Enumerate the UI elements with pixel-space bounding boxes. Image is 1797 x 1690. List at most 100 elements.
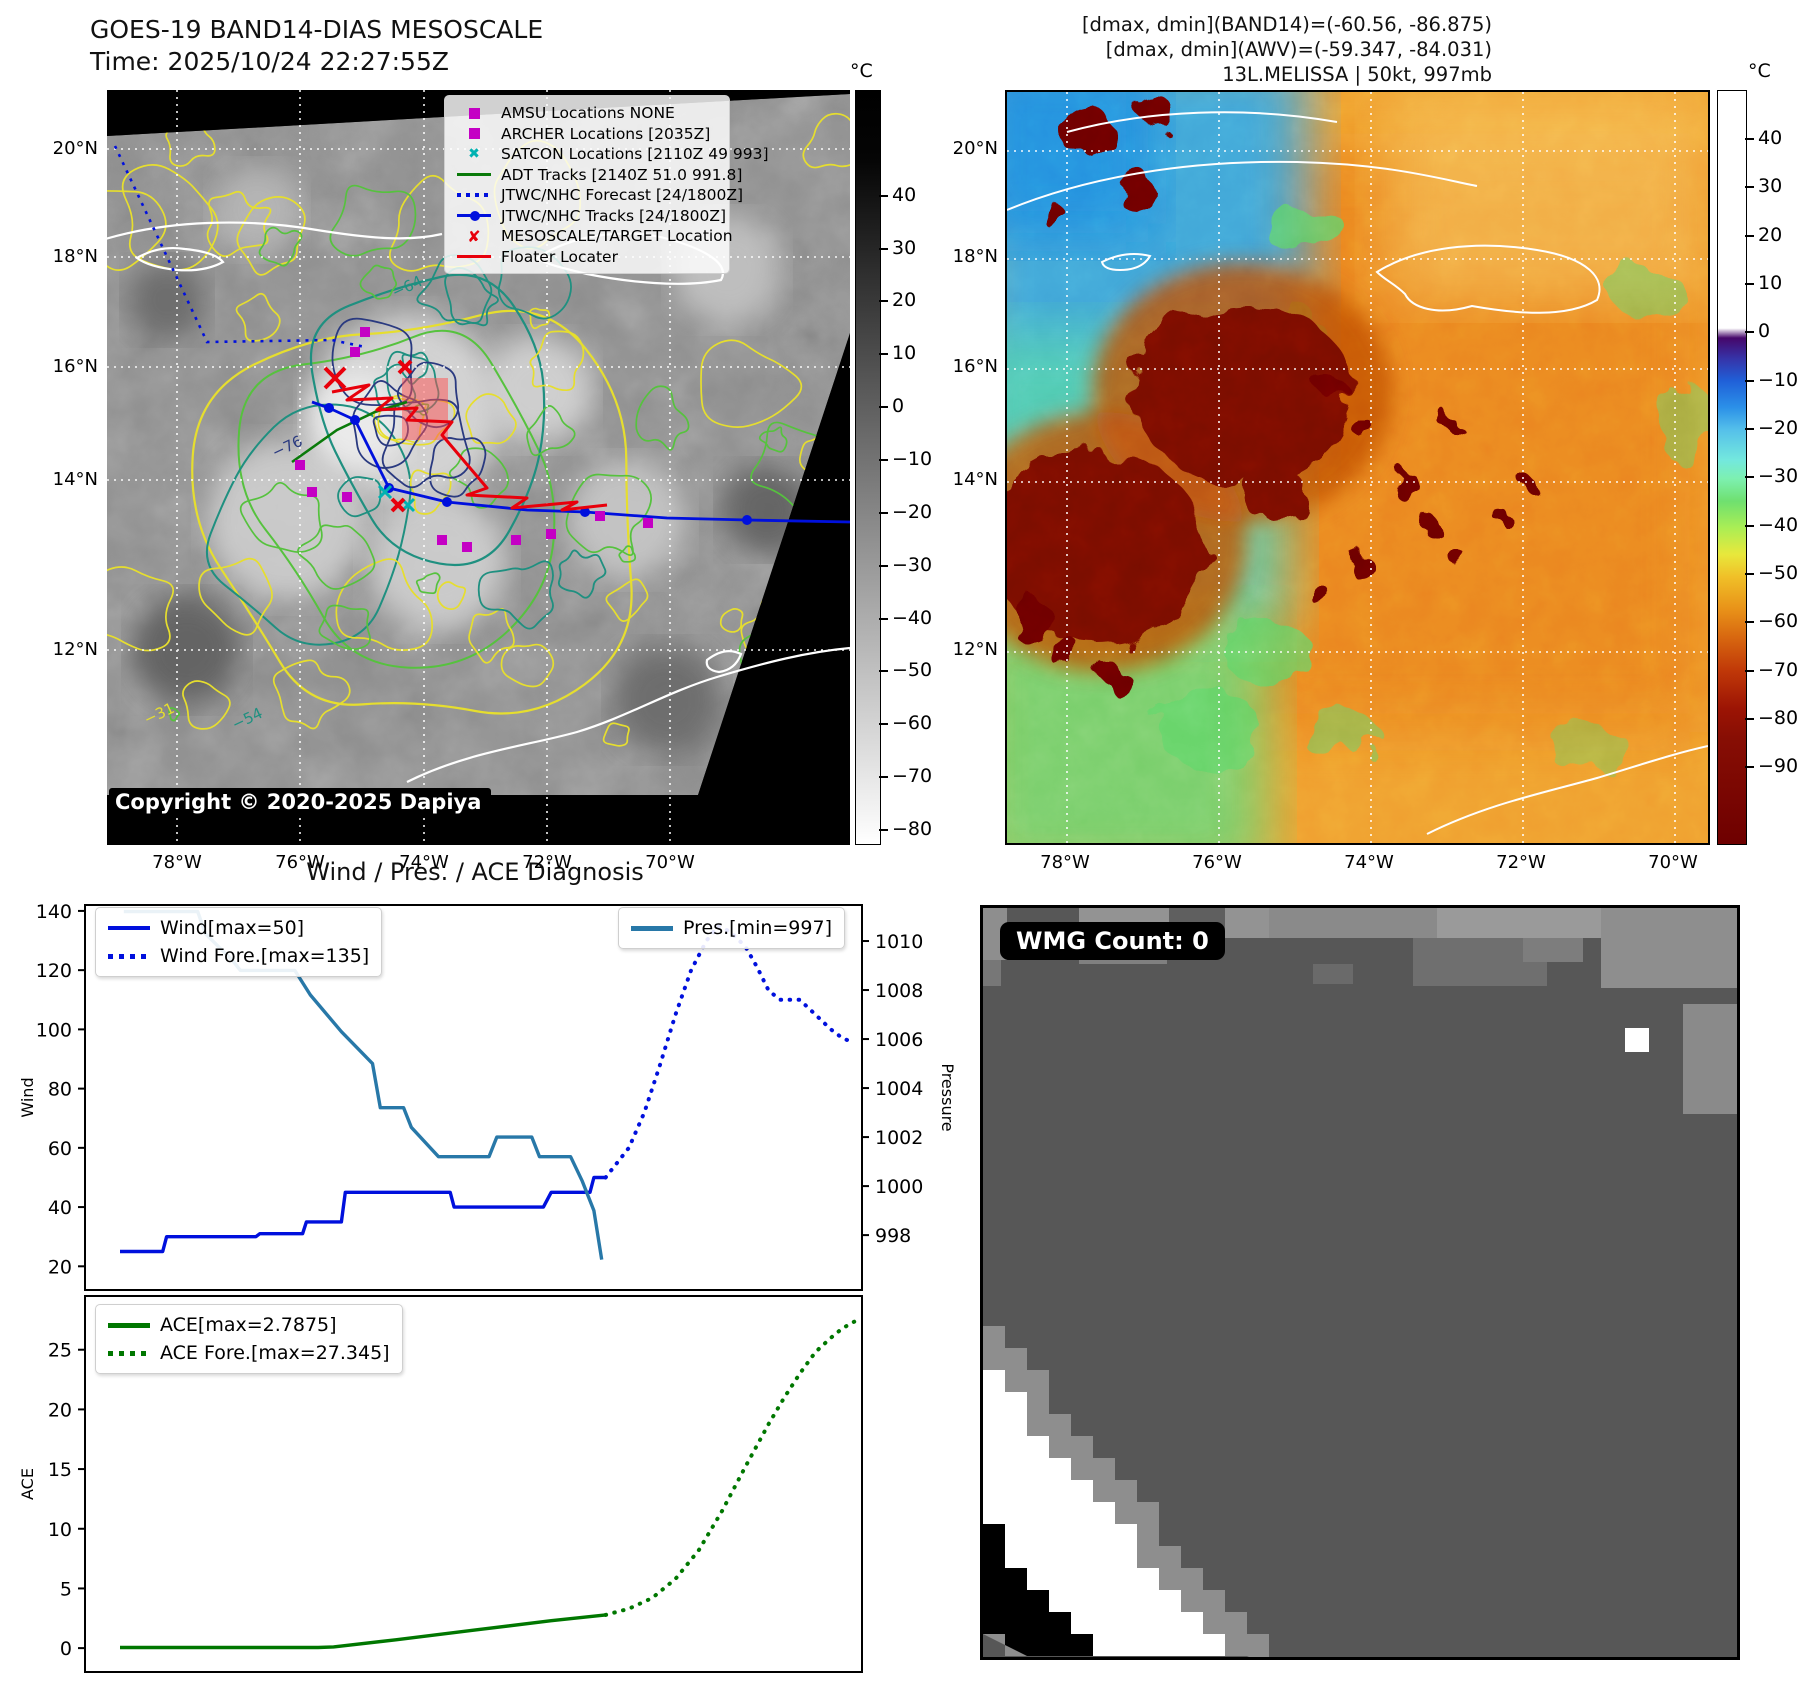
target-x-icon: ✘ (467, 226, 481, 246)
svg-text:20: 20 (48, 1256, 72, 1278)
floater-line-icon (455, 255, 493, 259)
awv-colorbar-tick (1745, 476, 1754, 479)
svg-text:100: 100 (36, 1019, 72, 1041)
jtwc-forecast-track (113, 145, 366, 349)
svg-text:140: 140 (36, 901, 72, 923)
svg-text:120: 120 (36, 960, 72, 982)
ace-forecast-legend-label: ACE Fore.[max=27.345] (160, 1342, 390, 1364)
archer-square-icon (455, 128, 493, 140)
awv-colorbar-tick-label: 10 (1758, 272, 1783, 295)
svg-text:Pressure: Pressure (938, 1063, 957, 1131)
awv-colorbar-tick-label: −30 (1758, 465, 1797, 488)
legend-row-archer: ARCHER Locations [2035Z] (455, 124, 719, 145)
lat-label-right: 16°N (952, 356, 998, 377)
awv-map-canvas (1007, 92, 1708, 843)
lon-label-right: 78°W (1040, 852, 1090, 873)
band14-colorbar-tick-label: −80 (892, 817, 933, 840)
pressure-legend: Pres.[min=997] (618, 907, 845, 949)
svg-text:40: 40 (48, 1197, 72, 1219)
ace-line-icon (108, 1322, 150, 1328)
lat-label-right: 18°N (952, 246, 998, 267)
svg-text:0: 0 (60, 1638, 72, 1660)
band14-colorbar-tick (879, 776, 888, 779)
svg-text:998: 998 (875, 1225, 911, 1247)
pressure-legend-row: Pres.[min=997] (631, 914, 832, 942)
svg-text:15: 15 (48, 1459, 72, 1481)
awv-color-map (1005, 90, 1710, 845)
awv-colorbar-unit: °C (1748, 60, 1771, 82)
track-line-dot-icon (455, 210, 493, 221)
wind-legend-label: Wind[max=50] (160, 917, 305, 939)
band14-colorbar-tick (879, 511, 888, 514)
awv-colorbar-tick (1745, 621, 1754, 624)
ACE Fore.[max=27.345]-line (603, 1319, 857, 1617)
ACE[max=2.7875]-line (120, 1613, 606, 1650)
awv-colorbar-tick-label: −20 (1758, 416, 1797, 439)
wmg-count-badge: WMG Count: 0 (1000, 922, 1225, 960)
legend-label: JTWC/NHC Tracks [24/1800Z] (501, 206, 727, 225)
band14-colorbar-tick (879, 670, 888, 673)
ace-forecast-dotted-icon (108, 1350, 150, 1356)
svg-text:1010: 1010 (875, 931, 923, 953)
awv-colorbar-tick-label: −60 (1758, 610, 1797, 633)
ace-chart: 0 5 10 15 20 25 ACE (18, 1295, 863, 1673)
lon-label-left: 76°W (275, 852, 325, 873)
lat-label-left: 16°N (52, 356, 98, 377)
band14-colorbar-tick (879, 247, 888, 250)
lon-label-right: 70°W (1648, 852, 1698, 873)
band14-mesoscale-map: −64 −54 −31 −76 AMSU Locations NONE ARCHER … (107, 90, 850, 845)
lon-label-left: 74°W (399, 852, 449, 873)
wind-line-icon (108, 926, 150, 930)
left-panel-title-line1: GOES-19 BAND14-DIAS MESOSCALE (90, 15, 544, 44)
svg-text:Wind: Wind (18, 1077, 37, 1117)
lon-label-left: 70°W (645, 852, 695, 873)
lon-label-right: 76°W (1192, 852, 1242, 873)
wind-forecast-dotted-icon (108, 953, 150, 959)
wind-forecast-legend-row: Wind Fore.[max=135] (108, 942, 369, 970)
band14-colorbar-tick-label: 40 (892, 183, 917, 206)
band14-colorbar-tick-label: −40 (892, 606, 933, 629)
band14-colorbar-tick (879, 564, 888, 567)
dmax-dmin-band14: [dmax, dmin](BAND14)=(-60.56, -86.875) (1081, 13, 1492, 36)
lon-label-left: 78°W (152, 852, 202, 873)
lat-label-left: 20°N (52, 138, 98, 159)
awv-colorbar-tick-label: 20 (1758, 223, 1783, 246)
lat-label-right: 20°N (952, 138, 998, 159)
band14-colorbar-tick-label: 20 (892, 289, 917, 312)
awv-colorbar-tick (1745, 234, 1754, 237)
legend-row-adt: ADT Tracks [2140Z 51.0 991.8] (455, 165, 742, 186)
legend-label: JTWC/NHC Forecast [24/1800Z] (501, 186, 744, 205)
svg-text:ACE: ACE (18, 1468, 37, 1500)
lat-label-left: 18°N (52, 246, 98, 267)
ace-legend-row: ACE[max=2.7875] (108, 1311, 390, 1339)
copyright-text: Copyright © 2020-2025 Dapiya (109, 788, 492, 818)
awv-colorbar-tick-label: 30 (1758, 175, 1783, 198)
Wind[max=50]-line (120, 1175, 606, 1254)
left-panel-time: Time: 2025/10/24 22:27:55Z (90, 47, 449, 76)
awv-colorbar (1717, 90, 1747, 845)
map-legend: AMSU Locations NONE ARCHER Locations [20… (444, 95, 769, 274)
legend-label: ADT Tracks [2140Z 51.0 991.8] (501, 165, 743, 184)
awv-colorbar-tick (1745, 138, 1754, 141)
legend-label: AMSU Locations NONE (501, 104, 675, 123)
ace-forecast-legend-row: ACE Fore.[max=27.345] (108, 1339, 390, 1367)
right-panel-header: [dmax, dmin](BAND14)=(-60.56, -86.875) [… (792, 12, 1492, 87)
legend-row-jtwc-tracks: JTWC/NHC Tracks [24/1800Z] (455, 206, 726, 227)
pressure-line-icon (631, 925, 673, 931)
band14-colorbar-tick (879, 617, 888, 620)
wind-legend-row: Wind[max=50] (108, 914, 369, 942)
awv-colorbar-tick-label: −50 (1758, 561, 1797, 584)
wmg-canvas (983, 908, 1737, 1678)
awv-colorbar-tick (1745, 331, 1754, 334)
awv-colorbar-tick (1745, 717, 1754, 720)
band14-colorbar-tick (879, 194, 888, 197)
lat-label-left: 14°N (52, 469, 98, 490)
wmg-panel (980, 905, 1740, 1678)
legend-row-amsu: AMSU Locations NONE (455, 103, 719, 124)
legend-label: SATCON Locations [2110Z 49 993] (501, 145, 769, 164)
band14-colorbar-tick-label: −10 (892, 447, 933, 470)
band14-colorbar-tick-label: −20 (892, 500, 933, 523)
lat-label-right: 14°N (952, 469, 998, 490)
amsu-square-icon (455, 107, 493, 119)
mesoscale-target-markers (323, 359, 413, 513)
